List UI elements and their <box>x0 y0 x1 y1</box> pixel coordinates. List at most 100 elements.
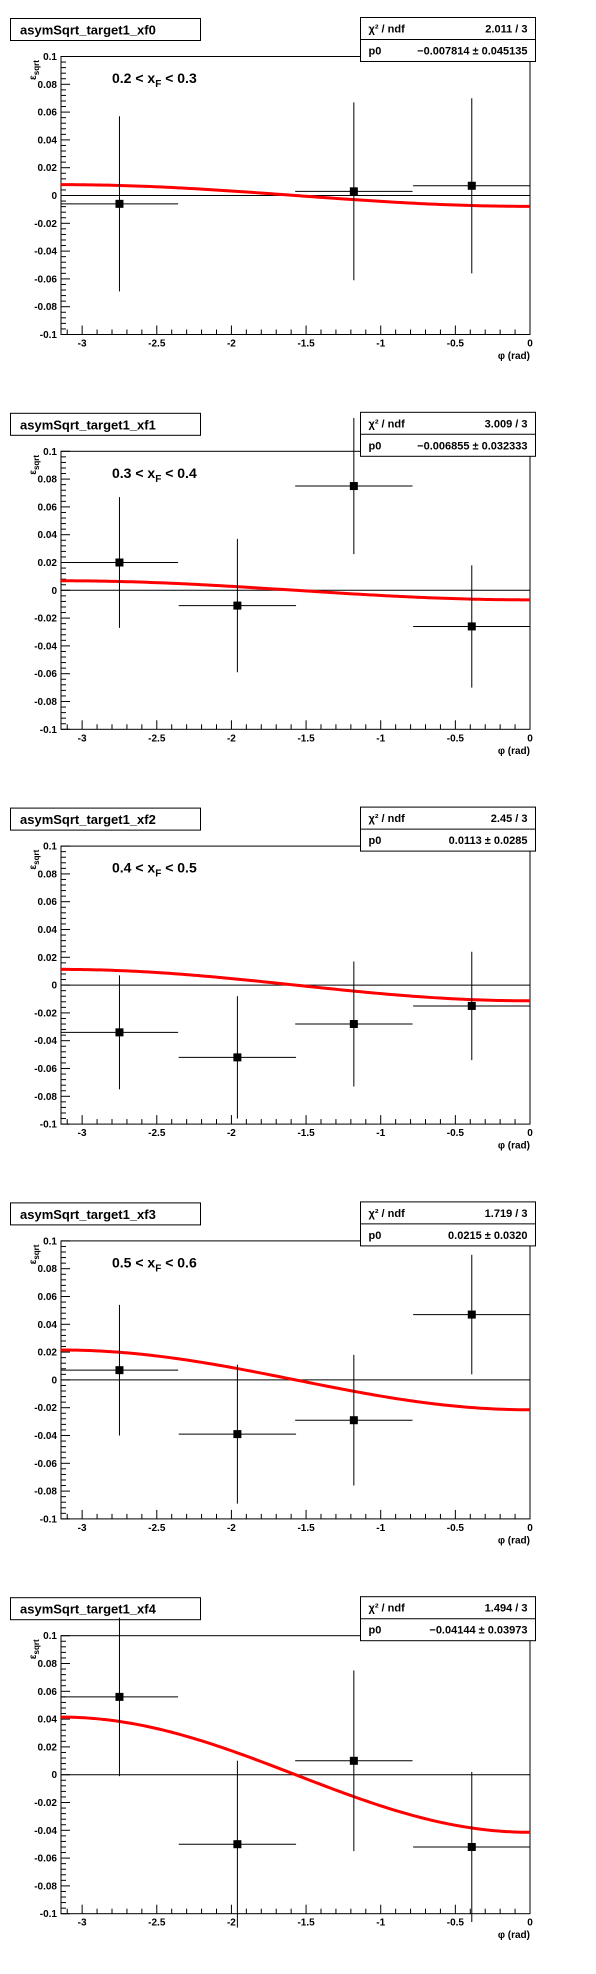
chi2-value: 2.011 / 3 <box>485 24 527 36</box>
x-tick-label: -2 <box>227 1128 236 1139</box>
y-tick-label: -0.04 <box>34 1826 57 1837</box>
data-point <box>115 1028 124 1037</box>
y-tick-label: -0.06 <box>34 669 57 680</box>
data-point <box>115 558 124 567</box>
x-tick-label: -1.5 <box>297 339 315 350</box>
y-tick-label: -0.04 <box>34 247 57 258</box>
x-tick-label: -0.5 <box>447 1918 465 1929</box>
y-tick-label: 0.06 <box>38 1687 58 1698</box>
y-tick-label: 0.06 <box>38 502 58 513</box>
y-tick-label: 0.06 <box>38 1292 58 1303</box>
data-point <box>467 1001 476 1010</box>
x-tick-label: -2 <box>227 1918 236 1929</box>
y-tick-label: 0.04 <box>38 530 58 541</box>
y-tick-label: 0.1 <box>43 52 57 63</box>
y-tick-label: 0.08 <box>38 869 58 880</box>
y-tick-label: 0.04 <box>38 135 58 146</box>
p0-value: −0.006855 ± 0.032333 <box>417 440 527 452</box>
chi2-label: χ² / ndf <box>369 1603 406 1615</box>
y-tick-label: -0.08 <box>34 1092 57 1103</box>
x-tick-label: -1 <box>376 1523 385 1534</box>
y-tick-label: -0.1 <box>40 1120 58 1131</box>
x-tick-label: -2 <box>227 339 236 350</box>
y-tick-label: -0.02 <box>34 1403 57 1414</box>
y-tick-label: 0.08 <box>38 1264 58 1275</box>
xf-range-label: 0.4 < xF < 0.5 <box>112 860 197 880</box>
x-axis-label: φ (rad) <box>498 746 530 757</box>
y-tick-label: 0.1 <box>43 1631 57 1642</box>
title-box <box>10 18 201 41</box>
data-point <box>233 1430 242 1439</box>
title-box <box>10 1202 201 1226</box>
chart-title: asymSqrt_target1_xf2 <box>20 812 156 827</box>
y-tick-label: -0.1 <box>40 330 58 341</box>
y-tick-label: -0.08 <box>34 1881 57 1892</box>
p0-label: p0 <box>369 1625 382 1637</box>
y-tick-label: -0.02 <box>34 614 57 625</box>
x-tick-label: -2.5 <box>148 733 166 744</box>
p0-label: p0 <box>369 46 382 58</box>
x-tick-label: -1 <box>376 339 385 350</box>
x-tick-label: -1.5 <box>297 1128 315 1139</box>
y-tick-label: 0.02 <box>38 1348 58 1359</box>
chi2-label: χ² / ndf <box>369 24 406 36</box>
x-tick-label: 0 <box>527 733 533 744</box>
y-tick-label: 0.06 <box>38 108 58 119</box>
x-axis-label: φ (rad) <box>498 351 530 362</box>
y-tick-label: -0.04 <box>34 1036 57 1047</box>
y-tick-label: -0.06 <box>34 1064 57 1075</box>
xf-range-label: 0.2 < xF < 0.3 <box>112 70 197 90</box>
y-tick-label: 0 <box>51 1375 57 1386</box>
chart-panel-1: asymSqrt_target1_xf1 χ² / ndf 3.009 / 3 p0 −… <box>10 411 536 757</box>
y-tick-label: -0.08 <box>34 697 57 708</box>
chart-panel-4: asymSqrt_target1_xf4 χ² / ndf 1.494 / 3 p0 −… <box>10 1596 536 1941</box>
y-axis-label: εsqrt <box>28 455 41 475</box>
data-point <box>233 1053 242 1062</box>
chart-title: asymSqrt_target1_xf3 <box>20 1207 156 1222</box>
chart-panel-2: asymSqrt_target1_xf2 χ² / ndf 2.45 / 3 p0 0.… <box>10 806 536 1152</box>
x-tick-label: -1.5 <box>297 1523 315 1534</box>
fit-curve <box>60 967 531 1003</box>
p0-label: p0 <box>369 1230 382 1242</box>
data-point <box>467 181 476 190</box>
y-tick-label: -0.04 <box>34 1431 57 1442</box>
y-tick-label: 0.06 <box>38 897 58 908</box>
x-tick-label: -1 <box>376 1918 385 1929</box>
y-tick-label: -0.08 <box>34 1487 57 1498</box>
data-point <box>349 1020 358 1029</box>
x-axis-label: φ (rad) <box>498 1930 530 1941</box>
y-tick-label: 0.02 <box>38 1742 58 1753</box>
fit-curve <box>61 579 530 602</box>
fit-curve <box>61 183 530 208</box>
y-tick-label: 0.08 <box>38 80 58 91</box>
y-tick-label: -0.06 <box>34 1459 57 1470</box>
x-tick-label: -2 <box>227 1523 236 1534</box>
chart-title: asymSqrt_target1_xf1 <box>20 417 156 432</box>
x-tick-label: -0.5 <box>447 339 465 350</box>
chart-title: asymSqrt_target1_xf0 <box>20 23 156 38</box>
chart-panel-3: asymSqrt_target1_xf3 χ² / ndf 1.719 / 3 p0 0… <box>10 1201 536 1546</box>
xf-range-label: 0.3 < xF < 0.4 <box>112 465 197 485</box>
data-point <box>349 187 358 196</box>
chi2-value: 3.009 / 3 <box>485 418 528 430</box>
y-tick-label: -0.08 <box>34 302 57 313</box>
x-tick-label: -2 <box>227 733 236 744</box>
fit-curve <box>60 1715 531 1834</box>
y-tick-label: 0.02 <box>38 558 58 569</box>
x-tick-label: -0.5 <box>447 1128 465 1139</box>
y-tick-label: 0 <box>51 981 57 992</box>
p0-label: p0 <box>369 440 382 452</box>
data-point <box>467 1310 476 1319</box>
y-tick-label: 0.1 <box>43 447 57 458</box>
chi2-value: 2.45 / 3 <box>491 813 528 825</box>
x-tick-label: -2.5 <box>148 339 166 350</box>
chi2-value: 1.719 / 3 <box>485 1208 528 1220</box>
x-tick-label: -2.5 <box>148 1523 166 1534</box>
x-axis-label: φ (rad) <box>498 1535 530 1546</box>
y-tick-label: 0.04 <box>38 1320 58 1331</box>
x-tick-label: -3 <box>78 1128 87 1139</box>
y-tick-label: -0.02 <box>34 219 57 230</box>
y-tick-label: -0.06 <box>34 274 57 285</box>
y-axis-label: εsqrt <box>28 1244 41 1264</box>
x-tick-label: 0 <box>527 1918 533 1929</box>
